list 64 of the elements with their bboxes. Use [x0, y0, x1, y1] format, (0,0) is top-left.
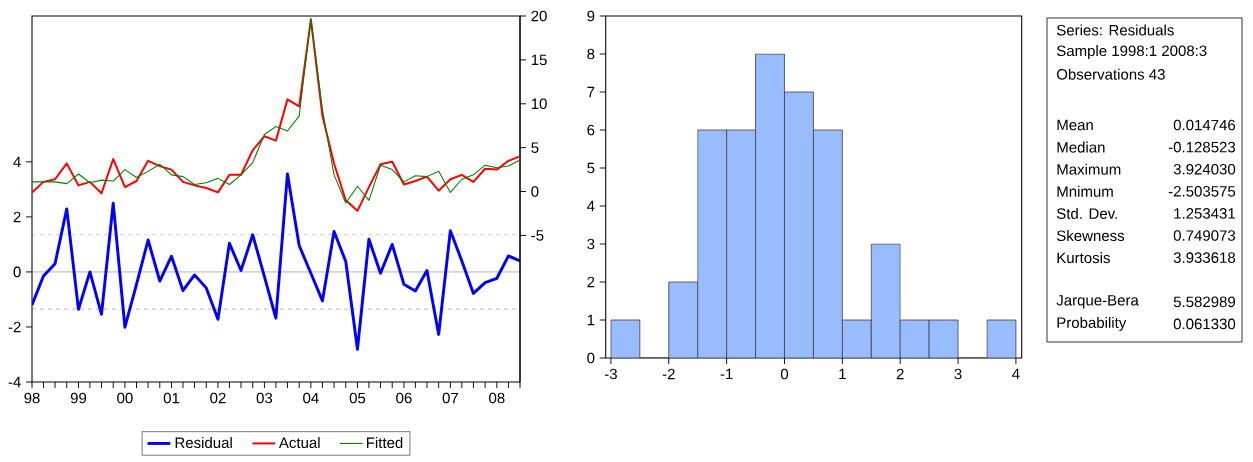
category-label: Kurtosis — [1057, 252, 1110, 264]
x-tick-label: 1 — [839, 368, 846, 380]
x-tick-label: 4 — [1012, 368, 1020, 380]
y2-tick-label: 5 — [531, 142, 539, 153]
x-tick-label: 03 — [256, 392, 273, 404]
x-tick-label: 07 — [442, 392, 458, 404]
category-label: Skewness — [1056, 230, 1125, 242]
y-tick-label: 6 — [587, 124, 595, 136]
x-tick-label: 05 — [349, 392, 366, 404]
x-tick-label: 06 — [396, 392, 412, 404]
x-tick-label: -3 — [604, 368, 617, 380]
x-tick-label: -2 — [662, 368, 675, 380]
text: Observations 43 — [1056, 68, 1165, 80]
y-tick-label: -2 — [8, 321, 21, 333]
legend-label: Residual — [175, 437, 232, 449]
text: -2.503575 — [1168, 186, 1236, 197]
y-tick-label: 1 — [587, 314, 595, 326]
text: 1.253431 — [1174, 208, 1235, 219]
y-tick-label: 0 — [13, 266, 21, 278]
y2-tick-label: 0 — [531, 186, 539, 197]
y-tick-label: 4 — [586, 200, 595, 212]
category-label: Mean — [1057, 119, 1093, 131]
x-tick-label: 08 — [489, 392, 505, 404]
y2-tick-label: 20 — [531, 10, 547, 22]
text: 0.014746 — [1173, 119, 1236, 131]
y-tick-label: 9 — [587, 10, 595, 22]
x-tick-label: 0 — [780, 368, 789, 380]
y-tick-label: 8 — [587, 48, 595, 60]
y-tick-label: 5 — [587, 162, 595, 174]
text: 3.933618 — [1173, 252, 1236, 263]
text: 3.924030 — [1173, 163, 1236, 175]
category-label: Probability — [1057, 316, 1127, 331]
x-tick-label: 02 — [210, 392, 226, 404]
y-tick-label: 3 — [587, 238, 595, 250]
x-tick-label: 99 — [70, 392, 87, 404]
text: 5.582989 — [1173, 296, 1236, 308]
y-tick-label: 2 — [13, 211, 21, 223]
text: 0.749073 — [1173, 230, 1236, 241]
x-tick-label: 04 — [303, 392, 319, 404]
text: -0.128523 — [1168, 141, 1236, 153]
y-tick-label: 7 — [587, 86, 595, 98]
legend-label: Actual — [278, 437, 320, 449]
x-tick-label: 2 — [896, 368, 904, 380]
category-label: Mnimum — [1057, 185, 1113, 197]
x-tick-label: 98 — [24, 392, 40, 404]
y-tick-label: 0 — [587, 352, 595, 364]
category-label: Jarque-Bera — [1056, 295, 1139, 309]
x-tick-label: 00 — [117, 392, 133, 404]
category-label: Std. Dev. — [1056, 207, 1117, 219]
x-tick-label: 01 — [163, 392, 180, 404]
x-tick-label: 3 — [954, 368, 962, 380]
y2-tick-label: -5 — [531, 230, 544, 241]
text: Sample 1998:1 2008:3 — [1056, 45, 1207, 60]
text: Series: Residuals — [1056, 24, 1174, 36]
category-label: Maximum — [1057, 163, 1121, 175]
y-tick-label: 2 — [587, 276, 595, 288]
text: 0.061330 — [1173, 318, 1236, 330]
category-label: Median — [1057, 141, 1105, 153]
y-tick-label: -4 — [8, 376, 21, 388]
y2-tick-label: 10 — [531, 98, 547, 110]
y2-tick-label: 15 — [531, 54, 547, 66]
y-tick-label: 4 — [13, 156, 21, 168]
legend-label: Fitted — [366, 437, 403, 449]
x-tick-label: -1 — [720, 368, 733, 380]
